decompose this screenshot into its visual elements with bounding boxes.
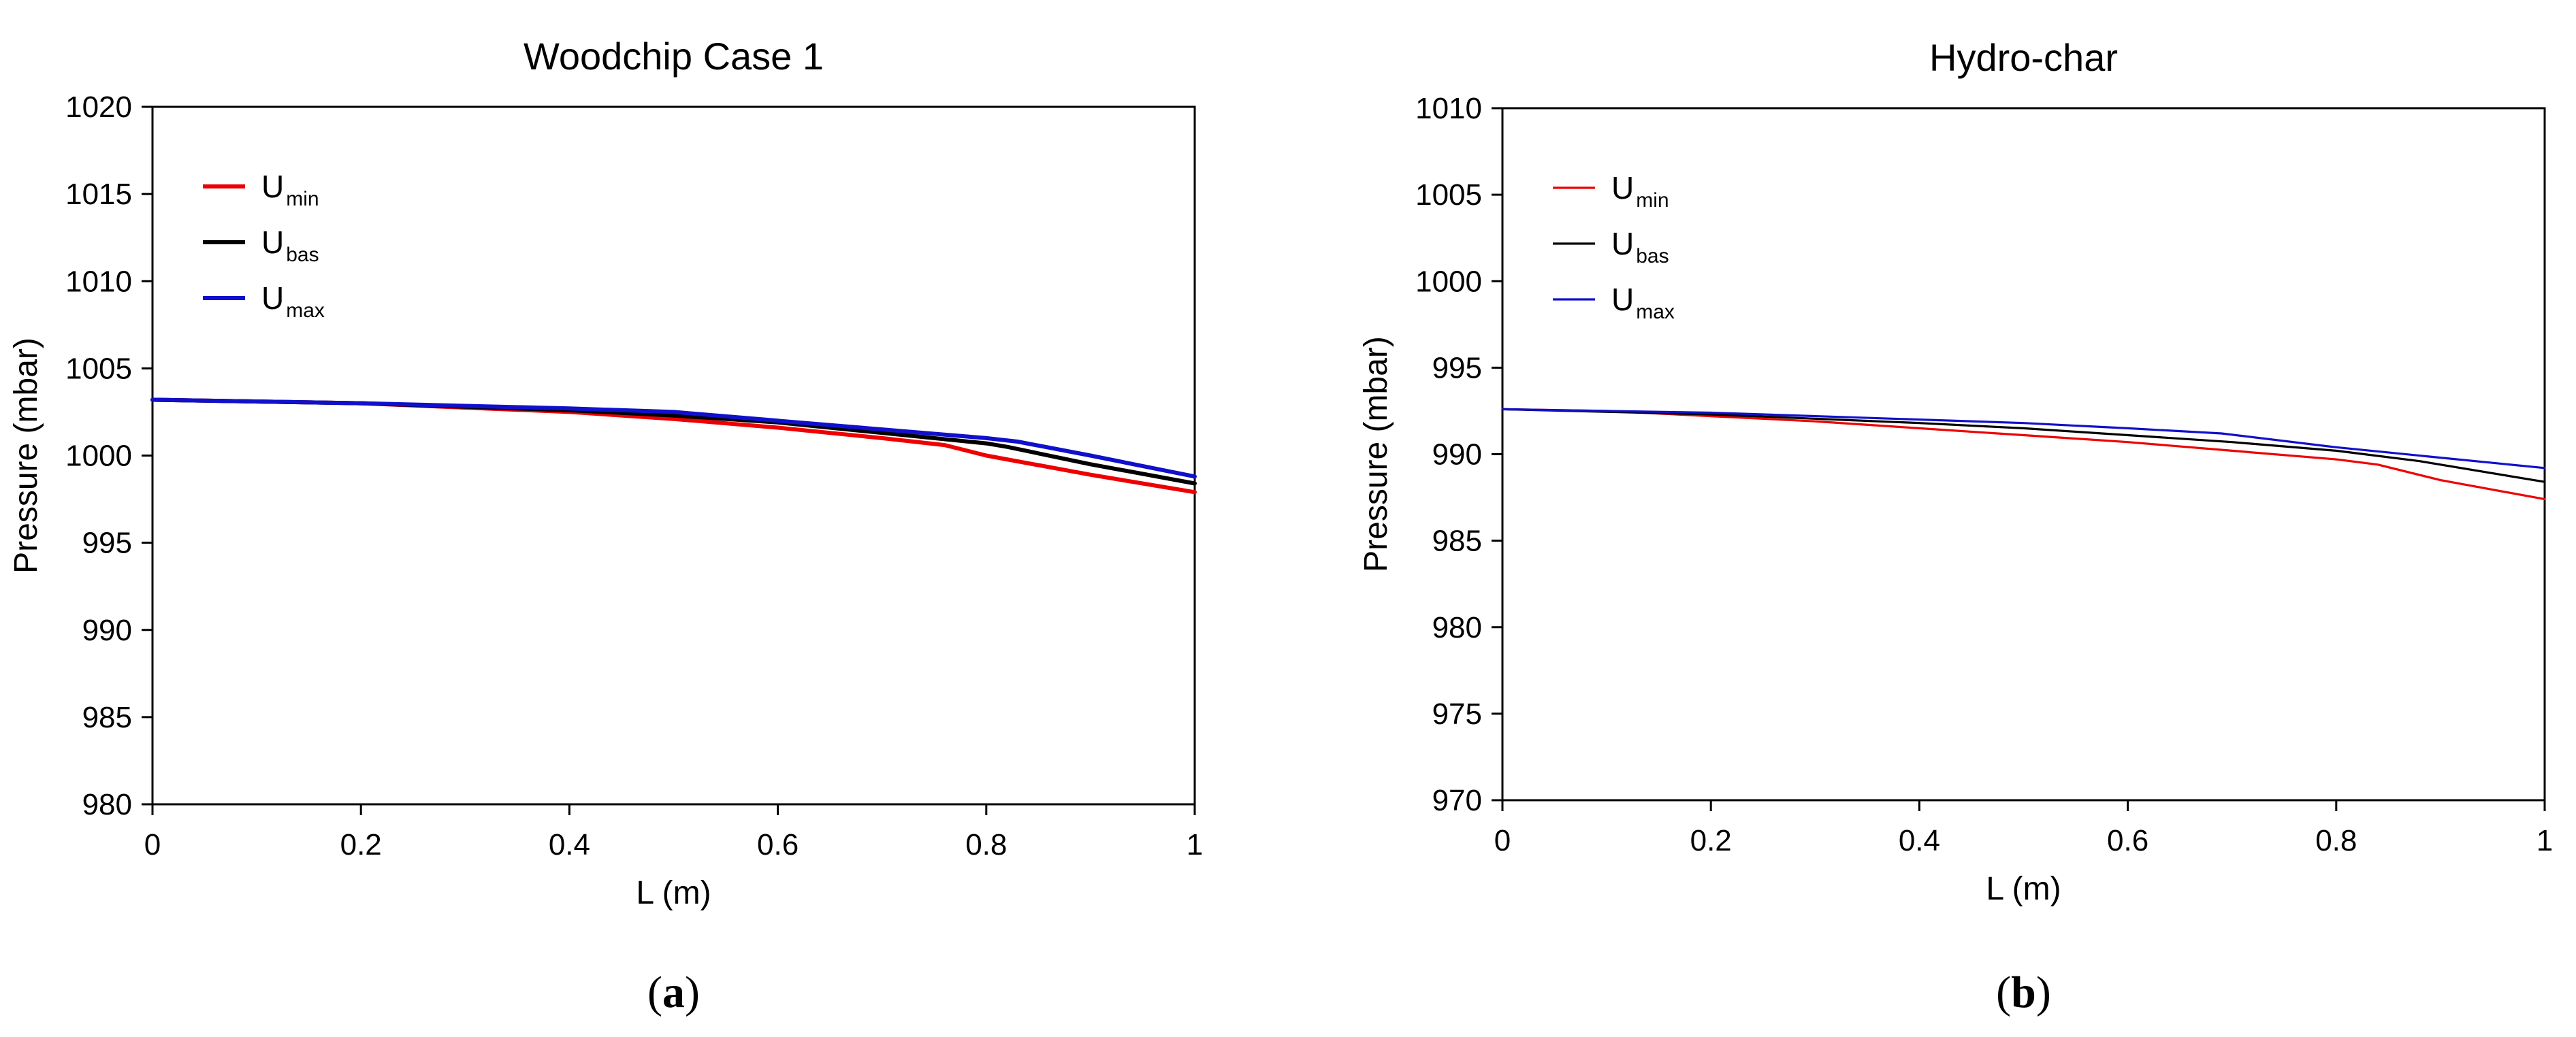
plot-frame [151, 105, 1196, 806]
x-tick-label: 0.2 [1690, 824, 1732, 857]
panel-letter: b [2011, 968, 2036, 1017]
series-line-bas [1501, 408, 2546, 483]
x-tick-label: 0.6 [757, 828, 799, 861]
y-tick-label: 1015 [65, 178, 132, 211]
y-axis-label: Pressure (mbar) [8, 338, 44, 574]
legend-label-main: U [1611, 282, 1634, 317]
panel-letter: a [662, 968, 685, 1017]
x-tick-label: 1 [2537, 824, 2553, 857]
y-tick-label: 990 [1432, 438, 1482, 472]
x-tick-label: 1 [1187, 828, 1203, 861]
legend-label-main: U [261, 225, 284, 260]
x-tick-label: 0.2 [340, 828, 382, 861]
x-axis-label: L (m) [1986, 871, 2061, 907]
legend-label-subscript: bas [286, 244, 319, 266]
legend-label-subscript: max [1636, 301, 1675, 323]
legend-label-subscript: min [1636, 189, 1669, 212]
x-tick-label: 0 [1494, 824, 1511, 857]
y-tick-label: 995 [1432, 351, 1482, 384]
x-tick-label: 0.6 [2107, 824, 2148, 857]
legend-label-main: U [1611, 170, 1634, 205]
legend-label-main: U [261, 280, 284, 316]
x-axis-label: L (m) [636, 875, 711, 911]
y-tick-label: 1010 [65, 265, 132, 298]
legend-label-main: U [1611, 226, 1634, 261]
panel-label: (b) [1996, 968, 2051, 1017]
y-tick-label: 990 [82, 614, 132, 647]
legend-label-subscript: max [286, 299, 325, 322]
legend-label-subscript: bas [1636, 245, 1669, 267]
y-tick-label: 1010 [1415, 92, 1482, 125]
y-tick-label: 1005 [65, 352, 132, 385]
y-axis-label: Pressure (mbar) [1358, 336, 1394, 572]
y-tick-label: 980 [82, 788, 132, 821]
y-tick-label: 985 [82, 701, 132, 734]
series-line-max [1501, 408, 2546, 470]
x-tick-label: 0 [144, 828, 161, 861]
series-line-max [150, 397, 1197, 479]
legend-label-main: U [261, 169, 284, 204]
y-tick-label: 1005 [1415, 178, 1482, 212]
y-tick-label: 985 [1432, 525, 1482, 558]
chart-panel-a: Woodchip Case 1 0 0.2 0.4 0.6 0.8 1 980 985 990 99… [8, 35, 1203, 1017]
plot-frame [1501, 107, 2546, 802]
y-tick-label: 975 [1432, 697, 1482, 731]
chart-panel-b: Hydro-char 0 0.2 0.4 0.6 0.8 1 970 975 980 985 990 9… [1358, 36, 2553, 1017]
y-tick-label: 1000 [1415, 265, 1482, 298]
series-line-min [1501, 408, 2546, 501]
y-tick-label: 1000 [65, 440, 132, 473]
y-tick-label: 995 [82, 527, 132, 560]
panel-label: (a) [647, 968, 700, 1017]
chart-title: Woodchip Case 1 [524, 35, 824, 78]
x-tick-label: 0.8 [965, 828, 1007, 861]
x-tick-label: 0.8 [2315, 824, 2357, 857]
legend-label-subscript: min [286, 188, 319, 210]
x-tick-label: 0.4 [1899, 824, 1940, 857]
y-tick-label: 970 [1432, 784, 1482, 817]
y-tick-label: 1020 [65, 90, 132, 124]
x-tick-label: 0.4 [549, 828, 590, 861]
y-tick-label: 980 [1432, 611, 1482, 644]
chart-title: Hydro-char [1929, 36, 2118, 79]
